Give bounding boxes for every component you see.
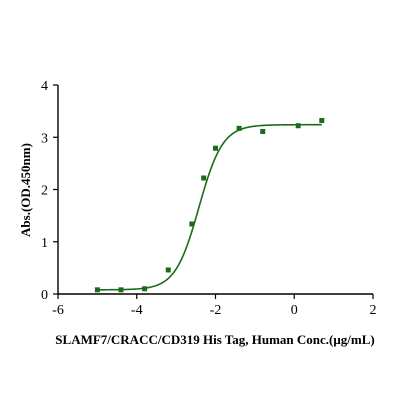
ticks: -6 -4 -2 0 2 0 1 2 3 4 bbox=[41, 79, 377, 318]
fit-curve-line bbox=[97, 123, 322, 291]
axes bbox=[57, 85, 373, 295]
x-tick-label: -6 bbox=[52, 303, 64, 318]
data-point bbox=[118, 287, 124, 293]
data-points bbox=[94, 118, 325, 293]
y-tick-label: 3 bbox=[41, 131, 48, 146]
x-tick-label: 2 bbox=[370, 303, 377, 318]
x-tick-label: -2 bbox=[210, 303, 222, 318]
x-tick-label: 0 bbox=[291, 303, 298, 318]
data-point bbox=[319, 118, 325, 124]
data-point bbox=[165, 267, 171, 273]
data-point bbox=[295, 123, 301, 129]
y-axis-label: Abs.(OD.450nm) bbox=[18, 143, 33, 237]
y-tick-label: 4 bbox=[41, 79, 48, 94]
y-tick-label: 2 bbox=[41, 184, 48, 199]
x-axis-label: SLAMF7/CRACC/CD319 His Tag, Human Conc.(… bbox=[55, 332, 374, 347]
x-tick-label: -4 bbox=[131, 303, 143, 318]
data-point bbox=[213, 145, 218, 151]
data-point bbox=[201, 175, 207, 181]
data-point bbox=[142, 286, 148, 292]
y-tick-label: 0 bbox=[41, 288, 48, 303]
y-tick-label: 1 bbox=[41, 236, 48, 251]
data-point bbox=[189, 221, 195, 227]
data-point bbox=[260, 129, 266, 135]
data-point bbox=[236, 125, 242, 131]
fit-curve bbox=[97, 123, 322, 291]
data-point bbox=[94, 287, 100, 293]
